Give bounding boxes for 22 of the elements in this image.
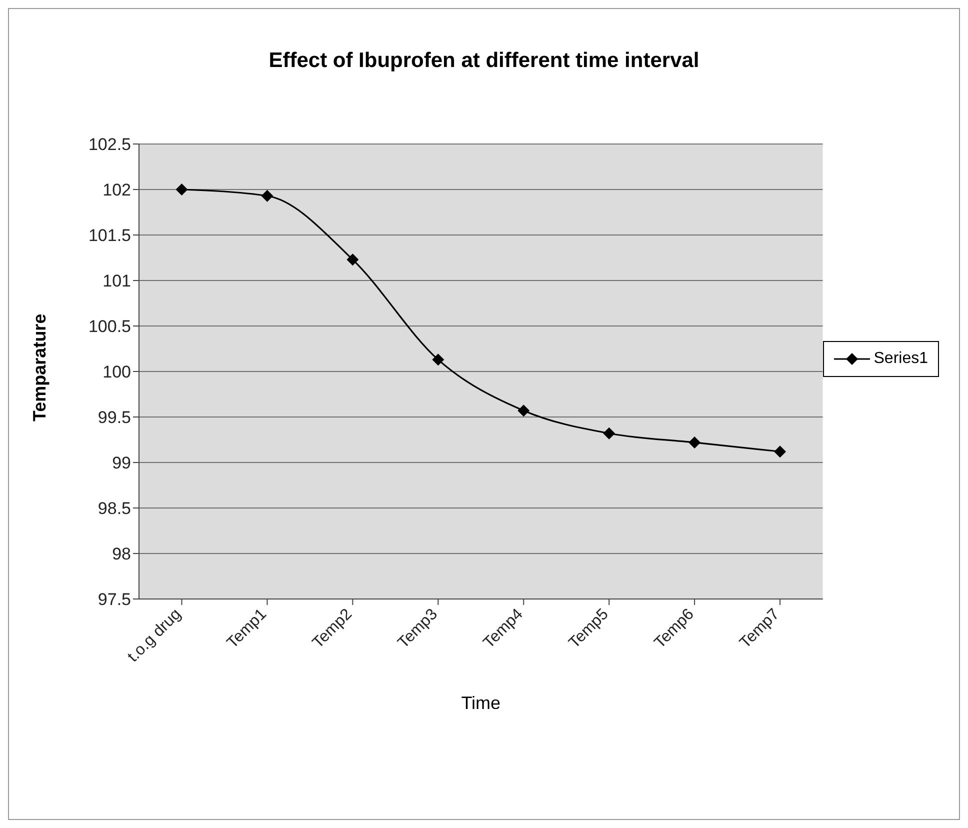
y-tick-label: 100.5 [88, 317, 131, 336]
point [261, 190, 274, 202]
y-tick-label: 102 [102, 180, 131, 200]
y-tick-label: 99.5 [98, 408, 131, 428]
y-tick-label: 100 [102, 362, 131, 382]
x-axis-title: Time [461, 693, 501, 713]
point [774, 446, 786, 458]
point [518, 404, 530, 417]
legend-label: Series1 [874, 350, 928, 368]
y-tick-label: 101 [102, 272, 131, 291]
y-tick-label: 102.5 [88, 135, 131, 154]
chart-title: Effect of Ibuprofen at different time interval [268, 49, 700, 73]
point [603, 427, 616, 440]
point [346, 254, 359, 266]
y-tick-label: 98 [112, 544, 131, 564]
point [688, 436, 701, 448]
y-tick-label: 98.5 [98, 499, 131, 518]
y-tick-label: 99 [112, 454, 131, 473]
y-axis-title: Temparature [29, 314, 50, 422]
point [176, 184, 188, 196]
point [432, 354, 444, 366]
y-tick-label: 101.5 [88, 226, 131, 246]
